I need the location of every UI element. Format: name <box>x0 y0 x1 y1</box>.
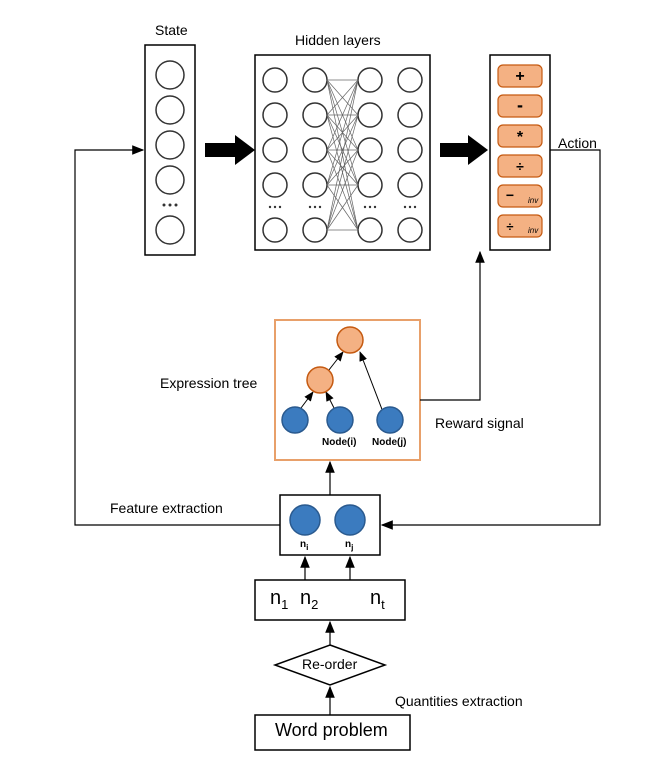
tree-root <box>337 327 363 353</box>
state-node <box>156 61 184 89</box>
svg-text:−: − <box>506 187 514 203</box>
ni-label: ni <box>300 539 308 552</box>
tree-leaf <box>327 407 353 433</box>
state-node <box>156 131 184 159</box>
n1-label: n1 <box>270 587 288 612</box>
svg-text:-: - <box>517 95 523 115</box>
hidden-label: Hidden layers <box>295 32 381 48</box>
reorder-label: Re-order <box>302 656 357 672</box>
action-label: Action <box>558 135 597 151</box>
svg-text:inv: inv <box>528 226 539 235</box>
feature-label: Feature extraction <box>110 500 223 516</box>
nj-label: nj <box>345 539 353 552</box>
thick-arrow-1 <box>205 135 255 165</box>
svg-text:inv: inv <box>528 196 539 205</box>
svg-text:÷: ÷ <box>506 219 513 234</box>
tree-label: Expression tree <box>160 375 257 391</box>
quantities-label: Quantities extraction <box>395 693 523 709</box>
svg-text:÷: ÷ <box>516 158 524 174</box>
node-j-label: Node(j) <box>372 437 406 448</box>
nt-label: nt <box>370 587 385 612</box>
tree-mid <box>307 367 333 393</box>
tree-leaf <box>377 407 403 433</box>
state-node <box>156 96 184 124</box>
tree-leaf <box>282 407 308 433</box>
state-node <box>156 216 184 244</box>
n2-label: n2 <box>300 587 318 612</box>
svg-text:+: + <box>515 68 524 85</box>
word-problem-label: Word problem <box>275 720 388 741</box>
state-label: State <box>155 22 188 38</box>
state-node <box>156 166 184 194</box>
reward-label: Reward signal <box>435 415 524 431</box>
diagram-canvas: + - * ÷ − inv ÷ inv <box>0 0 668 768</box>
pair-node-j <box>335 505 365 535</box>
svg-text:*: * <box>517 129 524 146</box>
node-i-label: Node(i) <box>322 437 356 448</box>
pair-node-i <box>290 505 320 535</box>
thick-arrow-2 <box>440 135 488 165</box>
